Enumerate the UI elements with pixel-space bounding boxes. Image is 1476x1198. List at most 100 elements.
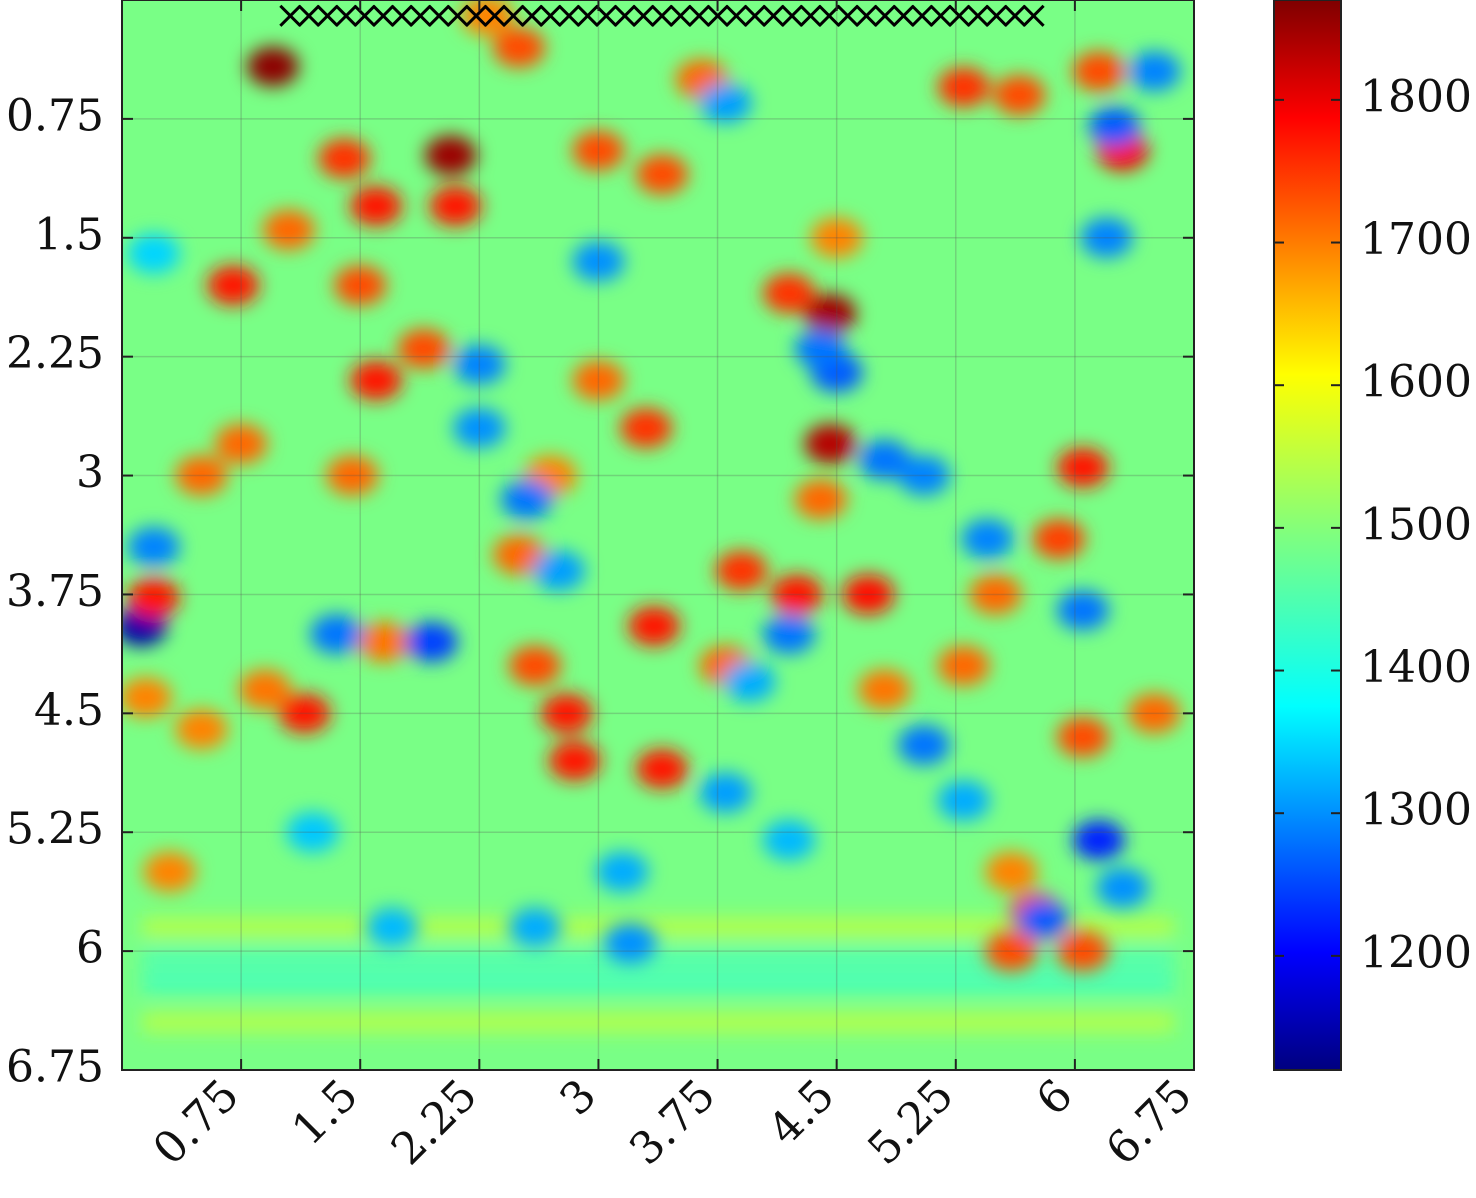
heatmap-cell [572,360,625,401]
marker-x [372,4,395,27]
marker-x [929,4,952,27]
x-tick-label: 1.5 [282,1070,368,1156]
y-tick-label: 2.25 [6,328,104,379]
marker-x [780,4,804,27]
heatmap-cell [350,360,403,401]
heatmap-cell [508,907,561,948]
heatmap-cell [620,408,673,448]
heatmap-cell [310,614,363,655]
heatmap-cell [715,550,768,591]
x-tick-label: 5.25 [858,1070,963,1175]
heatmap-cell [1056,717,1109,758]
marker-x [855,4,878,27]
colorbar-tick-label: 1700 [1360,214,1472,265]
heatmap-cell [993,75,1046,116]
heatmap-field [122,0,1181,972]
heatmap-cell [1056,590,1109,631]
colorbar-tick-label: 1200 [1360,927,1472,978]
heatmap-cell [1128,693,1181,734]
marker-x [595,4,618,27]
heatmap-cell [127,577,180,618]
marker-x [297,4,320,27]
colorbar: 1200 1300 1400 1500 1600 1700 1800 [1273,0,1472,1071]
heatmap-cell [540,693,593,734]
heatmap-cell [262,209,315,250]
marker-x [558,4,581,27]
heatmap-cell [635,748,688,789]
heatmap-cell [596,851,649,892]
x-tick-label: 3 [550,1070,606,1126]
heatmap-cell [397,328,450,369]
heatmap-cell [1072,820,1125,861]
heatmap-cell [493,27,546,68]
heatmap-cell [143,851,196,892]
heatmap-cell [763,820,816,861]
marker-x [520,4,543,27]
marker-x [539,4,562,27]
plot-frame [121,0,1195,1071]
x-tick-label: 6 [1027,1070,1083,1126]
heatmap-cell [572,130,625,171]
marker-x [390,4,413,27]
x-tick-label: 0.75 [144,1070,249,1175]
heatmap-cell [493,534,546,575]
marker-x [873,4,897,27]
colorbar-tick-label: 1400 [1360,642,1472,693]
heatmap-cell [175,709,228,750]
heatmap-cell [334,265,387,306]
grid-lines [122,0,1194,1070]
marker-x [799,4,822,27]
heatmap-cell [548,740,601,781]
marker-x [632,4,655,27]
heatmap-cell [278,693,331,734]
heatmap-cell [122,677,172,718]
heatmap-cell [810,217,863,258]
heatmap-cell [1072,51,1125,92]
marker-x [706,4,729,27]
heatmap-cell [804,423,857,464]
colorbar-tick-label: 1500 [1360,499,1472,550]
heatmap-cell [246,46,299,87]
marker-x [465,4,488,27]
heatmap-cell [763,273,816,314]
heatmap-cell [985,931,1038,972]
heatmap-cell [286,812,339,853]
heatmap-cell [628,606,681,647]
y-tick-label: 4.5 [34,685,104,736]
colorbar-gradient [1273,0,1342,1071]
colorbar-tick-label: 1600 [1360,357,1472,408]
heatmap-cell [175,455,228,496]
heatmap-band [142,949,1174,970]
heatmap-cell [453,344,506,385]
heatmap-cell [318,138,371,179]
colorbar-ticks: 1200 1300 1400 1500 1600 1700 1800 [1274,71,1472,978]
x-tick-label: 4.5 [759,1070,845,1156]
y-tick-label: 1.5 [34,209,104,260]
marker-x [762,4,785,27]
heatmap-cell [937,645,990,686]
marker-x [409,4,432,27]
marker-x [836,4,859,27]
heatmap-cell [1017,899,1070,940]
x-tick-label: 3.75 [620,1070,725,1175]
heatmap-cell [405,622,458,662]
heatmap-cell [424,135,477,176]
heatmap-cell [723,661,776,702]
marker-x [1022,4,1045,27]
marker-x [948,4,971,27]
y-tick-label: 5.25 [6,804,104,855]
heatmap-band [142,1012,1174,1033]
marker-x [427,4,451,27]
heatmap-cell [770,574,823,615]
marker-x [688,4,711,27]
marker-x [892,4,915,27]
heatmap-cell [127,526,180,567]
heatmap-cell [532,550,585,591]
heatmap-cell [365,907,418,948]
marker-x [279,4,302,27]
heatmap-cell [1056,931,1109,972]
colorbar-tick-label: 1800 [1360,71,1472,122]
heatmap-cell [794,479,847,520]
heatmap-cell [842,574,895,615]
